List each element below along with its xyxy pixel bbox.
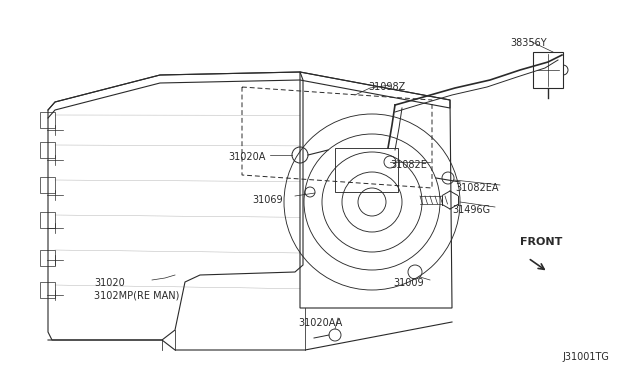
Text: 31496G: 31496G (452, 205, 490, 215)
Text: 31082E: 31082E (390, 160, 427, 170)
Text: 38356Y: 38356Y (510, 38, 547, 48)
Text: J31001TG: J31001TG (562, 352, 609, 362)
Text: 31020A: 31020A (228, 152, 266, 162)
Text: 31020: 31020 (94, 278, 125, 288)
Text: FRONT: FRONT (520, 237, 563, 247)
Text: 31069: 31069 (252, 195, 283, 205)
Text: 31020AA: 31020AA (298, 318, 342, 328)
Text: 31082EA: 31082EA (455, 183, 499, 193)
Bar (533, 52, 563, 88)
Text: 31098Z: 31098Z (368, 82, 405, 92)
Text: 3102MP(RE MAN): 3102MP(RE MAN) (94, 290, 179, 300)
Text: 31009: 31009 (393, 278, 424, 288)
